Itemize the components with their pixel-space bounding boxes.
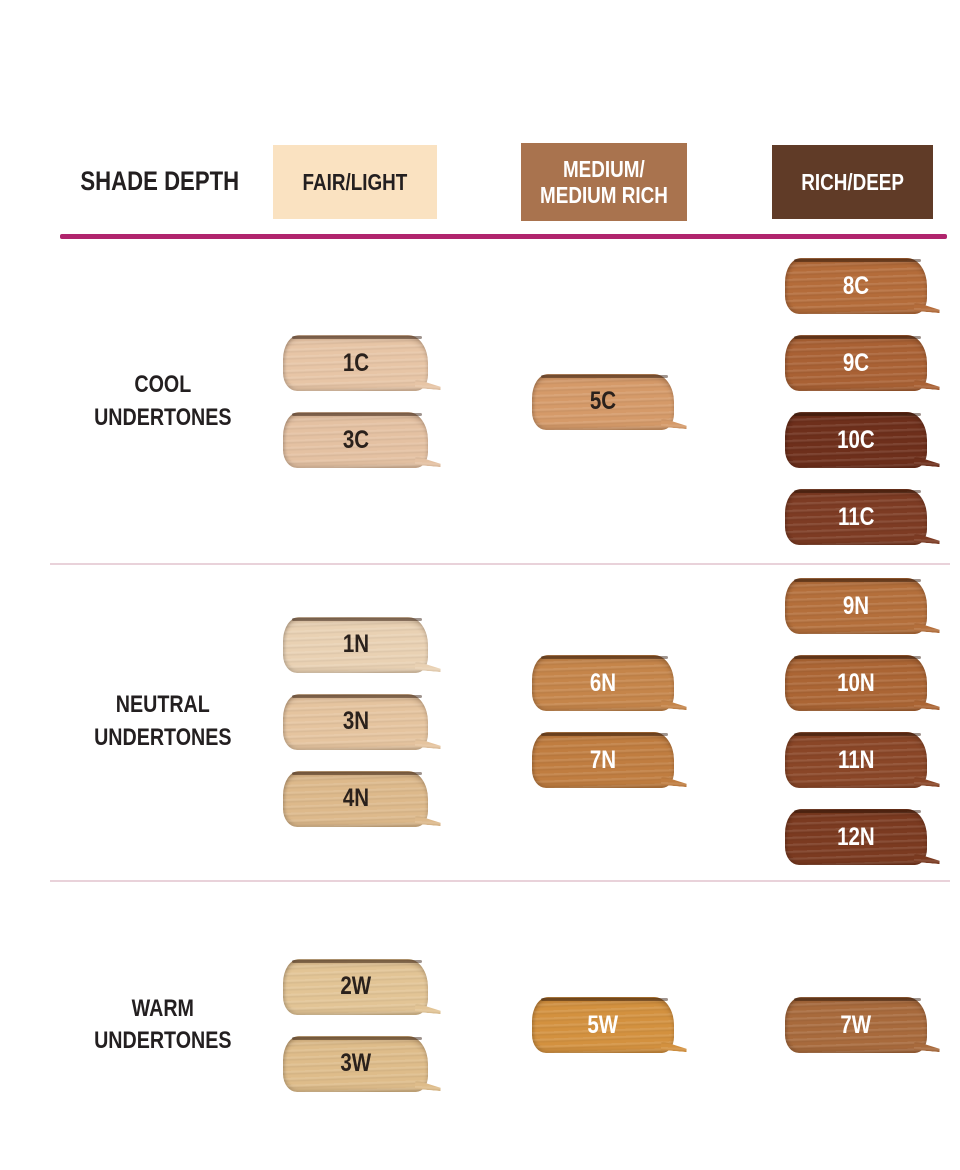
- row-warm-undertones: WARM UNDERTONES 2W 3W 5W 7W: [0, 880, 960, 1170]
- swatch-label-7w: 7W: [840, 1010, 872, 1039]
- row-label-cool-undertones: COOL UNDERTONES: [55, 240, 270, 563]
- row-label-line2: UNDERTONES: [93, 723, 232, 751]
- swatch-label-3c: 3C: [342, 425, 369, 454]
- row-neutral-undertones: NEUTRAL UNDERTONES 1N 3N 4N 6N 7N: [0, 563, 960, 880]
- swatch-3w: 3W: [283, 1035, 428, 1092]
- column-header-medium: MEDIUM/ MEDIUM RICH: [521, 143, 687, 221]
- column-header-medium-line2: MEDIUM RICH: [540, 182, 668, 208]
- header-divider-line: [60, 234, 947, 239]
- swatch-label-11c: 11C: [837, 502, 875, 531]
- swatch-3c: 3C: [283, 412, 428, 468]
- swatch-6n: 6N: [532, 655, 674, 711]
- row-label-warm-undertones: WARM UNDERTONES: [55, 880, 270, 1170]
- swatch-label-5c: 5C: [589, 387, 617, 415]
- swatch-label-11n: 11N: [837, 745, 875, 774]
- swatch-8c: 8C: [785, 258, 927, 314]
- swatch-label-5w: 5W: [587, 1010, 619, 1039]
- swatch-label-12n: 12N: [837, 822, 875, 851]
- column-header-fair-light-line1: FAIR/LIGHT: [302, 168, 408, 195]
- row-cool-undertones: COOL UNDERTONES 1C 3C 5C 8C 9C: [0, 240, 960, 563]
- cell-neutral-medium: 6N 7N: [532, 563, 674, 880]
- swatch-label-9c: 9C: [842, 348, 870, 377]
- swatch-label-3n: 3N: [342, 707, 369, 735]
- swatch-label-7n: 7N: [589, 745, 617, 774]
- row-separator-2: [50, 880, 950, 882]
- cell-cool-rich-deep: 8C 9C 10C 11C: [785, 240, 927, 563]
- row-label-line2: UNDERTONES: [93, 1027, 232, 1054]
- swatch-5c: 5C: [532, 373, 674, 430]
- swatch-7n: 7N: [532, 732, 674, 788]
- cell-neutral-fair-light: 1N 3N 4N: [283, 563, 428, 880]
- row-label-text: COOL UNDERTONES: [79, 369, 247, 434]
- column-header-rich-deep-line1: RICH/DEEP: [801, 168, 904, 195]
- row-label-line2: UNDERTONES: [93, 403, 232, 431]
- row-label-line1: NEUTRAL: [115, 691, 210, 719]
- swatch-label-2w: 2W: [340, 972, 371, 1000]
- swatch-label-1n: 1N: [342, 630, 369, 658]
- shade-depth-header-label: SHADE DEPTH: [52, 145, 267, 217]
- swatch-label-10c: 10C: [837, 425, 875, 454]
- swatch-12n: 12N: [785, 809, 927, 865]
- cell-cool-medium: 5C: [532, 240, 674, 563]
- swatch-10n: 10N: [785, 655, 927, 711]
- swatch-9c: 9C: [785, 335, 927, 391]
- row-label-line1: COOL: [134, 371, 191, 399]
- swatch-10c: 10C: [785, 412, 927, 468]
- row-separator-1: [50, 563, 950, 565]
- swatch-label-10n: 10N: [837, 668, 875, 697]
- cell-warm-rich-deep: 7W: [785, 880, 927, 1170]
- column-header-rich-deep: RICH/DEEP: [772, 145, 933, 219]
- swatch-9n: 9N: [785, 578, 927, 634]
- row-label-text: NEUTRAL UNDERTONES: [79, 689, 247, 754]
- swatch-7w: 7W: [785, 997, 927, 1053]
- swatch-11n: 11N: [785, 732, 927, 788]
- swatch-label-1c: 1C: [342, 348, 369, 377]
- cell-warm-medium: 5W: [532, 880, 674, 1170]
- swatch-label-8c: 8C: [842, 271, 870, 300]
- column-header-fair-light: FAIR/LIGHT: [273, 145, 437, 219]
- swatch-11c: 11C: [785, 489, 927, 545]
- swatch-2w: 2W: [283, 958, 428, 1015]
- row-label-text: WARM UNDERTONES: [79, 993, 247, 1058]
- cell-warm-fair-light: 2W 3W: [283, 880, 428, 1170]
- swatch-1c: 1C: [283, 335, 428, 391]
- swatch-label-9n: 9N: [842, 591, 870, 620]
- swatch-4n: 4N: [283, 770, 428, 827]
- column-header-medium-line1: MEDIUM/: [563, 155, 645, 182]
- swatch-1n: 1N: [283, 616, 428, 673]
- swatch-label-3w: 3W: [340, 1049, 371, 1077]
- swatch-3n: 3N: [283, 693, 428, 750]
- cell-neutral-rich-deep: 9N 10N 11N 12N: [785, 563, 927, 880]
- row-label-neutral-undertones: NEUTRAL UNDERTONES: [55, 563, 270, 880]
- row-label-line1: WARM: [131, 994, 194, 1022]
- cell-cool-fair-light: 1C 3C: [283, 240, 428, 563]
- shade-depth-header-text: SHADE DEPTH: [80, 165, 239, 196]
- swatch-label-4n: 4N: [342, 784, 369, 812]
- swatch-label-6n: 6N: [589, 668, 617, 697]
- swatch-5w: 5W: [532, 997, 674, 1053]
